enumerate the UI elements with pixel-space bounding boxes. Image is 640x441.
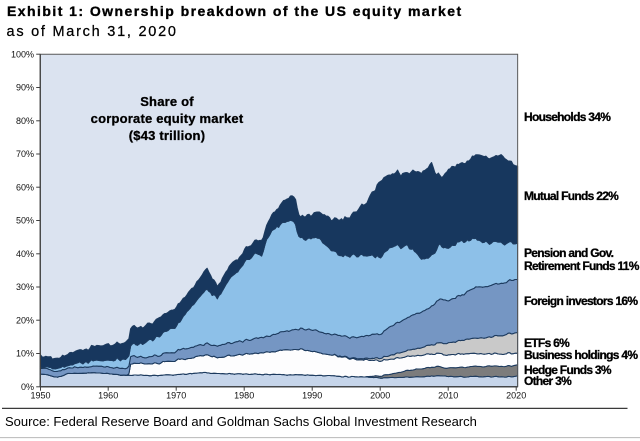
svg-text:1980: 1980 [234,390,254,400]
svg-text:0%: 0% [21,382,34,392]
svg-text:2020: 2020 [506,390,526,400]
svg-text:50%: 50% [16,216,34,226]
svg-text:80%: 80% [16,116,34,126]
svg-text:1950: 1950 [30,390,50,400]
svg-text:100%: 100% [11,50,34,60]
svg-text:2010: 2010 [438,390,458,400]
svg-text:1970: 1970 [166,390,186,400]
svg-text:60%: 60% [16,182,34,192]
svg-text:10%: 10% [16,349,34,359]
svg-text:30%: 30% [16,282,34,292]
svg-text:20%: 20% [16,315,34,325]
svg-text:1960: 1960 [98,390,118,400]
svg-text:70%: 70% [16,149,34,159]
svg-text:90%: 90% [16,83,34,93]
svg-text:40%: 40% [16,249,34,259]
svg-text:2000: 2000 [370,390,390,400]
svg-text:1990: 1990 [302,390,322,400]
